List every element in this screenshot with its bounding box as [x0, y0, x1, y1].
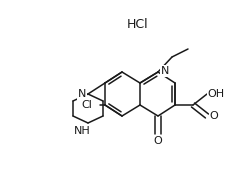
Text: N: N: [161, 66, 169, 76]
Text: OH: OH: [207, 89, 224, 99]
Text: Cl: Cl: [81, 100, 92, 110]
Text: O: O: [154, 136, 162, 146]
Text: HCl: HCl: [127, 18, 149, 31]
Text: N: N: [78, 89, 86, 99]
Text: NH: NH: [74, 126, 90, 136]
Text: O: O: [210, 111, 218, 121]
